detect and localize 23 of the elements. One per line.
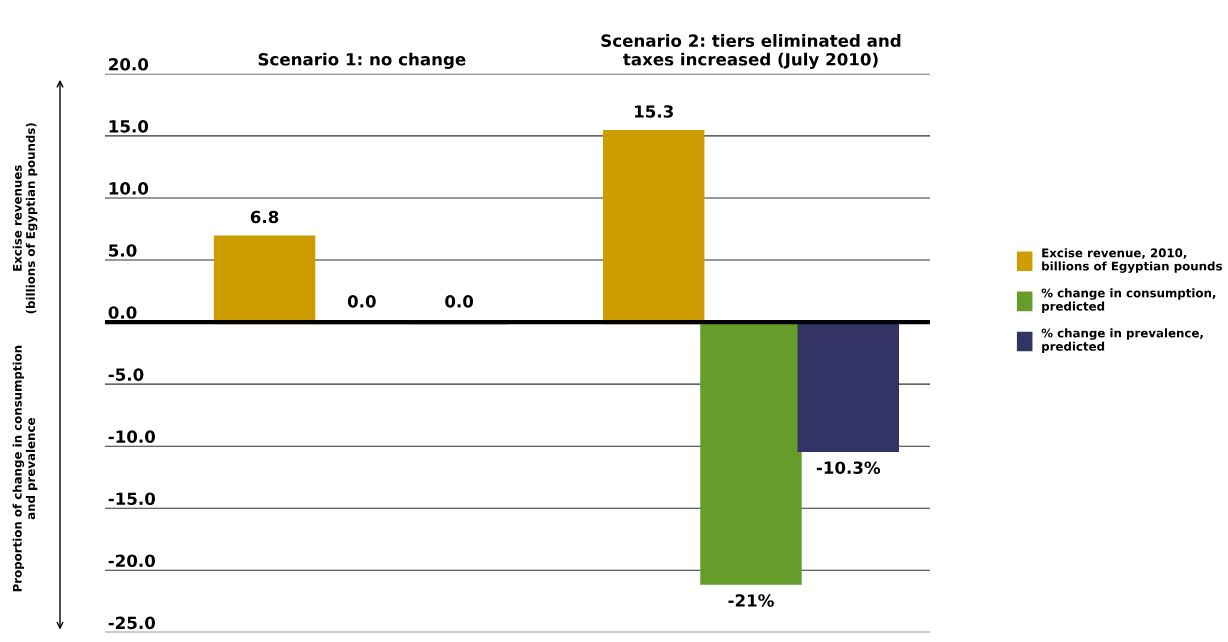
data-label: 6.8 [250,210,279,224]
x-tick-label: Scenario 1: no change [258,52,466,69]
legend-label: % change in consumption, predicted [1041,288,1216,313]
data-label: -21% [728,594,774,607]
y-tick-label: -15.0 [108,492,156,506]
y-tick-label: -20.0 [108,554,156,568]
text: Excise revenues (billions of Egyptian pounds) [12,123,38,314]
y-tick-label: 10.0 [109,182,149,195]
legend-label: % change in prevalence, predicted [1041,328,1203,354]
y-tick-label: -5.0 [108,368,144,381]
y-tick-label: -10.0 [108,430,156,443]
data-label: -10.3% [816,461,881,474]
data-label: 0.0 [347,295,376,308]
x-tick-label: Scenario 2: tiers eliminated and taxes increased (July 2010) [601,34,901,69]
y-tick-label: -25.0 [108,616,156,630]
data-label: 0.0 [445,295,474,308]
y-tick-label: 20.0 [109,57,149,71]
y-tick-label: 15.0 [109,120,149,133]
y-tick-label: 5.0 [109,244,137,257]
legend-label: Excise revenue, 2010, billions of Egyptian pounds [1042,248,1222,273]
y-tick-label: 0.0 [108,306,137,319]
data-label: 15.3 [635,105,673,118]
text: Proportion of change in consumption and prevalence [12,345,38,592]
